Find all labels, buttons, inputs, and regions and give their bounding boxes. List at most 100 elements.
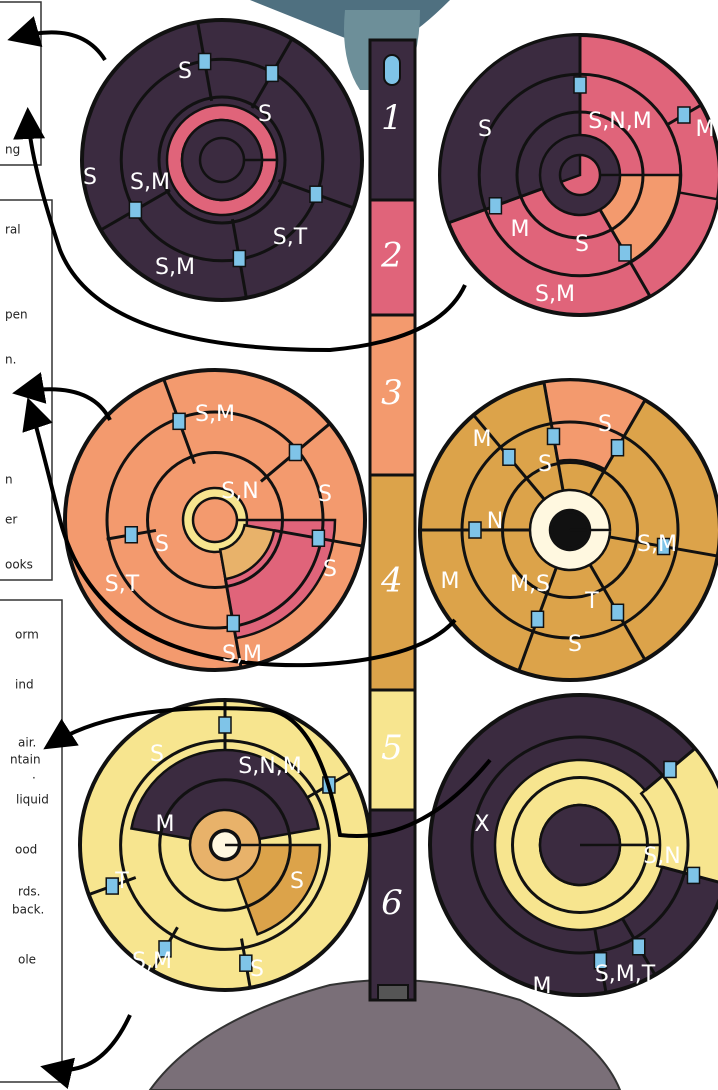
room-label: M,S [510, 572, 550, 597]
floor-number: 2 [380, 236, 403, 276]
room-label: S [155, 532, 169, 557]
note-box [0, 2, 41, 165]
room-label: S,M [637, 532, 677, 557]
door [266, 65, 278, 81]
door [125, 527, 137, 543]
door [664, 761, 676, 777]
room-label: S,M [195, 402, 235, 427]
room-label: S [568, 632, 582, 657]
door [219, 717, 231, 733]
room-label: M [533, 974, 552, 999]
door [129, 202, 141, 218]
note-text: pen [5, 308, 28, 322]
door [548, 428, 560, 444]
door [687, 867, 699, 883]
tower: 1 2 3 4 5 6 [370, 40, 415, 1000]
floor-plan [82, 20, 362, 300]
door [469, 522, 481, 538]
note-text: rds. [18, 885, 40, 899]
room-label: S [258, 102, 272, 127]
room-fill [540, 805, 620, 885]
room-label: X [474, 812, 489, 837]
note-text: ng [5, 143, 20, 157]
door [173, 413, 185, 429]
room-label: S,M [595, 1007, 635, 1032]
door [532, 611, 544, 627]
room-label: S [290, 869, 304, 894]
plan-disc [82, 20, 362, 300]
floor-plan [440, 35, 718, 315]
note-text: ooks [5, 558, 33, 572]
room-label: S [598, 412, 612, 437]
room-label: S,N,M [238, 754, 301, 779]
room-label: S [538, 452, 552, 477]
room-label: S,M,T [595, 962, 656, 987]
room-label: S [323, 557, 337, 582]
door [619, 245, 631, 261]
note-text: back. [12, 903, 44, 917]
floor-number: 3 [381, 373, 403, 413]
tower-gate [378, 985, 408, 1000]
door [633, 939, 645, 955]
room-label: T [114, 869, 129, 894]
note-text: n [5, 473, 13, 487]
tower-window [384, 55, 400, 85]
room-label: S,M [222, 642, 262, 667]
note-box [0, 600, 62, 1082]
floor-number: 5 [381, 728, 403, 768]
room-label: S [318, 482, 332, 507]
door [289, 445, 301, 461]
room-label: S [178, 59, 192, 84]
door [503, 449, 515, 465]
room-fill [211, 831, 239, 859]
room-label: M [696, 117, 715, 142]
door [227, 615, 239, 631]
floor-number: 6 [381, 883, 403, 923]
door [199, 54, 211, 70]
note-text: . [32, 768, 36, 782]
room-label: S,M [535, 282, 575, 307]
room-label: T [584, 589, 599, 614]
room-label: S,N [221, 479, 258, 504]
note-text: air. [18, 736, 36, 750]
door [312, 530, 324, 546]
room-label: S,N,M [588, 109, 651, 134]
room-label: M [473, 427, 492, 452]
room-label: S [478, 117, 492, 142]
note-text: er [5, 513, 17, 527]
room-label: S [575, 232, 589, 257]
room-label: S,M [132, 949, 172, 974]
floor-number: 4 [380, 561, 403, 601]
note-text: ood [15, 843, 37, 857]
door [574, 77, 586, 93]
room-label: N [487, 509, 503, 534]
note-text: ral [5, 223, 21, 237]
room-label: S,M [155, 255, 195, 280]
note-text: ole [18, 953, 36, 967]
door [310, 186, 322, 202]
room-label: S,N [643, 844, 680, 869]
note-text: liquid [16, 793, 49, 807]
room-label: M [511, 217, 530, 242]
door [489, 198, 501, 214]
door [678, 107, 690, 123]
room-label: S,M [130, 170, 170, 195]
room-label: S [150, 742, 164, 767]
door [612, 440, 624, 456]
floor-plan [80, 700, 370, 990]
door [233, 250, 245, 266]
floor-number: 1 [381, 98, 403, 138]
room-label: S [250, 957, 264, 982]
room-label: M [156, 812, 175, 837]
room-label: S,T [273, 225, 308, 250]
room-label: M [441, 569, 460, 594]
note-text: ind [15, 678, 34, 692]
door [612, 604, 624, 620]
room-label: S,T [105, 572, 140, 597]
note-text: ntain [10, 753, 41, 767]
note-text: orm [15, 628, 39, 642]
note-text: n. [5, 353, 16, 367]
room-fill [552, 512, 588, 548]
tower-map: 123456 SSSS,MS,TS,MSS,N,MMMSS,MS,MS,NSSS… [0, 0, 718, 1090]
room-label: S [83, 165, 97, 190]
